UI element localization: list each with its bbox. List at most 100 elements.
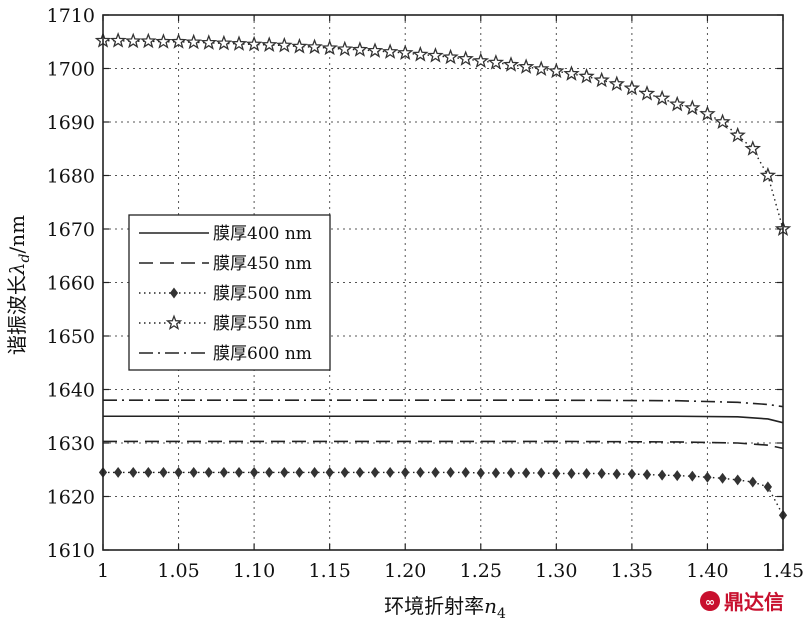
series-line <box>103 471 784 516</box>
data-point <box>642 469 652 481</box>
data-point <box>381 43 399 59</box>
series-line <box>103 399 784 408</box>
data-point <box>321 39 338 56</box>
legend-label: 膜厚500 nm <box>213 284 312 304</box>
legend-label: 膜厚550 nm <box>213 314 312 334</box>
data-point <box>638 84 656 101</box>
y-tick-label: 1700 <box>47 59 95 81</box>
ticks <box>102 14 784 551</box>
data-point <box>109 32 127 48</box>
data-point <box>517 58 535 74</box>
data-point <box>623 79 641 96</box>
data-point <box>759 166 777 183</box>
data-point <box>502 56 520 72</box>
data-point <box>612 468 621 480</box>
x-axis-title-main: 环境折射率 <box>384 594 484 618</box>
data-point <box>446 466 455 478</box>
data-point <box>729 126 746 143</box>
data-point <box>582 468 591 479</box>
tick-labels: 1 1.05 1.10 1.15 1.20 1.25 1.30 1.35 1.40 1.45 161… <box>47 5 803 582</box>
data-point <box>699 105 716 121</box>
data-point <box>291 37 308 54</box>
x-tick-label: 1.25 <box>460 560 502 582</box>
data-point <box>200 34 218 50</box>
data-point <box>763 481 772 493</box>
legend-label: 膜厚450 nm <box>213 254 312 274</box>
data-point <box>673 470 682 482</box>
data-point <box>170 33 187 49</box>
data-point <box>260 36 278 52</box>
data-point <box>144 466 153 478</box>
data-point <box>351 41 369 57</box>
watermark-logo-icon-glyph: ∞ <box>705 595 715 609</box>
legend-label: 膜厚600 nm <box>213 344 312 364</box>
y-tick-label: 1660 <box>47 273 95 295</box>
data-point <box>366 42 384 58</box>
data-point <box>325 466 334 478</box>
data-point <box>250 466 259 478</box>
series-line <box>103 415 784 424</box>
data-point <box>204 466 213 478</box>
data-point <box>744 140 762 156</box>
y-tick-label: 1710 <box>47 5 95 27</box>
legend-box <box>128 214 331 371</box>
data-point <box>265 466 274 478</box>
x-tick-label: 1.10 <box>233 560 275 582</box>
watermark-text: 鼎达信 <box>724 590 784 614</box>
data-point <box>653 89 671 106</box>
data-point <box>532 60 550 77</box>
data-point <box>684 99 701 116</box>
data-point <box>185 33 202 50</box>
legend-entry: 膜厚500 nm <box>139 284 312 304</box>
x-tick-label: 1.45 <box>762 560 803 582</box>
y-axis-title: 谐振波长λd/nm <box>5 215 33 355</box>
x-axis-title-var: n <box>484 594 497 618</box>
data-point <box>733 474 742 486</box>
data-point <box>234 466 244 478</box>
data-point <box>174 466 183 478</box>
x-tick-label: 1.15 <box>309 560 351 582</box>
series-5 <box>103 399 784 408</box>
data-point <box>442 48 459 65</box>
data-point <box>522 467 531 479</box>
x-tick-label: 1.30 <box>535 560 577 582</box>
y-tick-label: 1650 <box>47 326 95 348</box>
data-point <box>140 32 157 49</box>
x-axis-title: 环境折射率n4 <box>384 594 506 622</box>
data-point <box>552 468 561 479</box>
y-tick-label: 1680 <box>47 166 95 188</box>
y-axis-title-unit: /nm <box>5 215 29 254</box>
x-tick-label: 1.05 <box>157 560 199 582</box>
data-point <box>457 50 474 66</box>
y-tick-label: 1620 <box>47 487 95 509</box>
data-point <box>487 53 505 70</box>
y-tick-label: 1670 <box>47 219 95 241</box>
x-axis-title-sub: 4 <box>497 606 506 622</box>
data-point <box>593 71 610 88</box>
data-point <box>714 113 731 130</box>
y-axis-title-sub: d <box>17 253 33 262</box>
data-point <box>658 469 667 481</box>
plot-series <box>94 32 792 521</box>
data-point <box>370 466 380 478</box>
data-point <box>427 47 444 63</box>
legend-entry: 膜厚450 nm <box>139 254 312 274</box>
series-2 <box>103 440 784 450</box>
data-point <box>537 467 546 479</box>
data-point <box>578 67 595 84</box>
legend-entry: 膜厚400 nm <box>139 224 312 244</box>
grid <box>103 15 783 550</box>
y-tick-label: 1630 <box>47 433 95 455</box>
data-point <box>189 466 198 478</box>
data-point <box>718 472 727 484</box>
data-point <box>563 65 580 81</box>
y-axis-title-var: λ <box>5 262 29 276</box>
y-tick-label: 1610 <box>47 540 95 562</box>
y-tick-label: 1690 <box>47 112 95 134</box>
data-point <box>461 466 470 478</box>
data-point <box>476 467 485 479</box>
data-point <box>295 466 304 478</box>
data-point <box>219 466 228 478</box>
data-point <box>548 62 565 79</box>
